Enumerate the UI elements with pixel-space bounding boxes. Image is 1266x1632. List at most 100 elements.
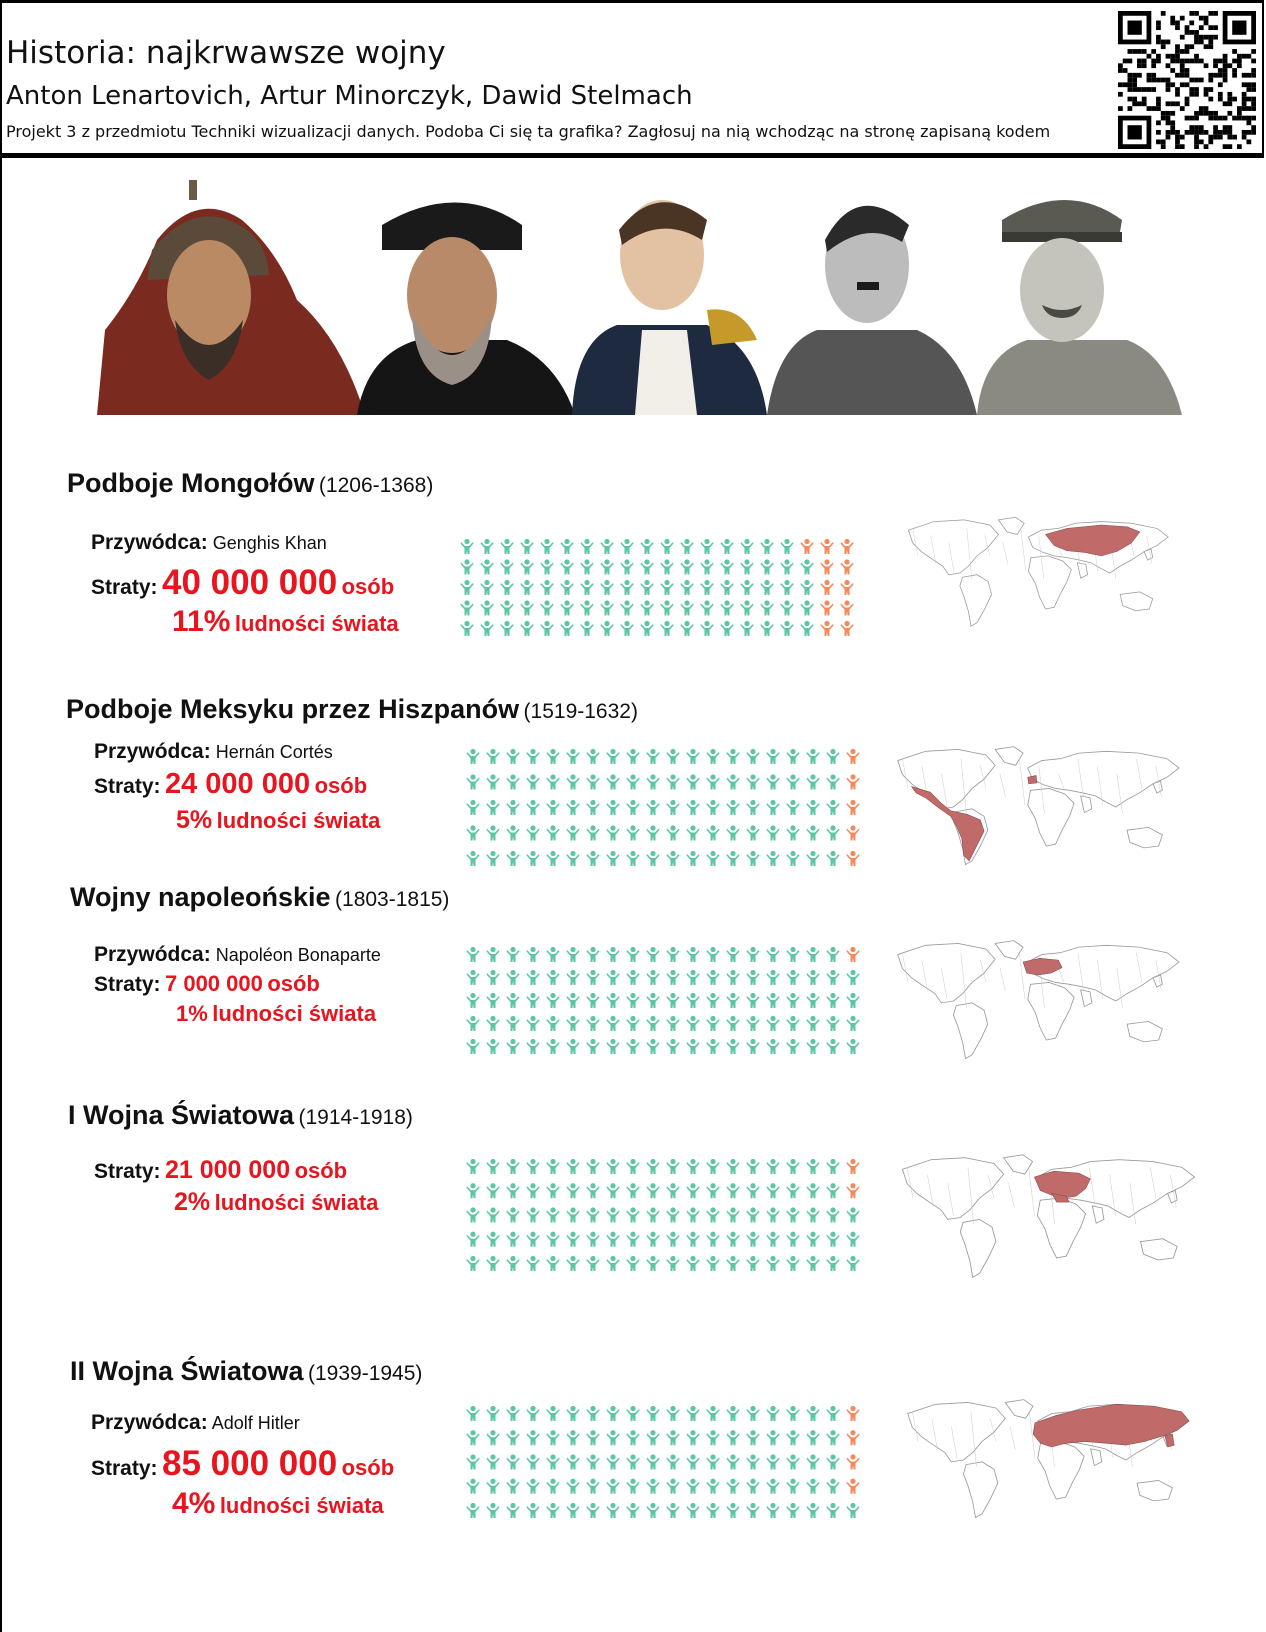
person-dead-icon (846, 1454, 860, 1470)
person-icon (786, 1255, 800, 1271)
person-dead-icon (840, 620, 854, 636)
person-icon (586, 1502, 600, 1518)
person-icon (680, 600, 694, 616)
person-icon (786, 1038, 800, 1054)
person-icon (526, 774, 540, 790)
person-icon (506, 1207, 520, 1223)
person-icon (706, 1015, 720, 1031)
person-icon (826, 799, 840, 815)
person-icon (786, 946, 800, 962)
person-icon (560, 538, 574, 554)
person-icon (566, 1454, 580, 1470)
person-icon (586, 1158, 600, 1174)
person-icon (660, 600, 674, 616)
person-icon (660, 579, 674, 595)
person-icon (546, 1502, 560, 1518)
person-icon (786, 774, 800, 790)
person-icon (546, 1015, 560, 1031)
person-icon (846, 1015, 860, 1031)
person-icon (546, 946, 560, 962)
war-title: II Wojna Światowa (1939-1945) (70, 1356, 422, 1387)
portrait-genghis-khan (97, 180, 365, 415)
person-icon (566, 1038, 580, 1054)
person-dead-icon (820, 559, 834, 575)
percent-value: 5% (176, 806, 213, 834)
person-icon (706, 1502, 720, 1518)
person-icon (666, 850, 680, 866)
landmass (962, 1461, 999, 1519)
person-icon (706, 850, 720, 866)
left-border (0, 158, 2, 1632)
person-icon (706, 825, 720, 841)
person-icon (620, 600, 634, 616)
person-icon (646, 748, 660, 764)
person-icon (646, 1454, 660, 1470)
person-icon (706, 1183, 720, 1199)
person-icon (746, 1207, 760, 1223)
person-icon (546, 969, 560, 985)
person-icon (700, 620, 714, 636)
person-icon (486, 1430, 500, 1446)
person-icon (760, 538, 774, 554)
person-icon (506, 1405, 520, 1421)
person-icon (640, 620, 654, 636)
person-icon (766, 946, 780, 962)
person-icon (726, 1430, 740, 1446)
person-icon (666, 1478, 680, 1494)
person-icon (706, 748, 720, 764)
person-icon (466, 969, 480, 985)
war-region (910, 786, 985, 862)
person-icon (460, 538, 474, 554)
person-icon (726, 1038, 740, 1054)
population-pictogram (460, 538, 854, 636)
person-icon (506, 1502, 520, 1518)
person-icon (826, 992, 840, 1008)
person-icon (566, 799, 580, 815)
person-icon (766, 1405, 780, 1421)
leader-name: Hernán Cortés (215, 742, 333, 762)
losses-value: 21 000 000 (164, 1156, 291, 1184)
person-icon (766, 1038, 780, 1054)
war-region (1022, 958, 1063, 976)
person-icon (806, 1183, 820, 1199)
person-icon (666, 946, 680, 962)
person-icon (646, 992, 660, 1008)
person-dead-icon (846, 1430, 860, 1446)
person-icon (566, 1231, 580, 1247)
person-icon (626, 748, 640, 764)
person-icon (806, 992, 820, 1008)
person-icon (780, 620, 794, 636)
person-icon (766, 748, 780, 764)
person-icon (606, 1015, 620, 1031)
person-icon (486, 1231, 500, 1247)
percent-label: ludności świata (214, 1190, 379, 1215)
person-dead-icon (846, 1405, 860, 1421)
person-icon (526, 1158, 540, 1174)
person-icon (466, 748, 480, 764)
person-icon (566, 774, 580, 790)
person-icon (486, 1183, 500, 1199)
project-description: Projekt 3 z przedmiotu Techniki wizualiz… (6, 122, 1051, 141)
landmass (1027, 788, 1075, 847)
person-icon (666, 1430, 680, 1446)
person-icon (760, 579, 774, 595)
person-icon (800, 600, 814, 616)
person-icon (726, 1478, 740, 1494)
qr-code-icon[interactable] (1118, 11, 1256, 149)
person-icon (806, 1255, 820, 1271)
war-region (1032, 1404, 1190, 1448)
person-icon (506, 1255, 520, 1271)
person-icon (586, 969, 600, 985)
person-dead-icon (840, 538, 854, 554)
person-icon (486, 1015, 500, 1031)
person-icon (480, 559, 494, 575)
leader-row: Przywódca: Genghis Khan (91, 531, 327, 555)
person-icon (566, 825, 580, 841)
landmass (1027, 982, 1075, 1041)
person-icon (606, 1207, 620, 1223)
person-icon (746, 1478, 760, 1494)
war-years: (1939-1945) (308, 1362, 423, 1385)
person-icon (586, 799, 600, 815)
person-icon (666, 1231, 680, 1247)
person-icon (460, 620, 474, 636)
